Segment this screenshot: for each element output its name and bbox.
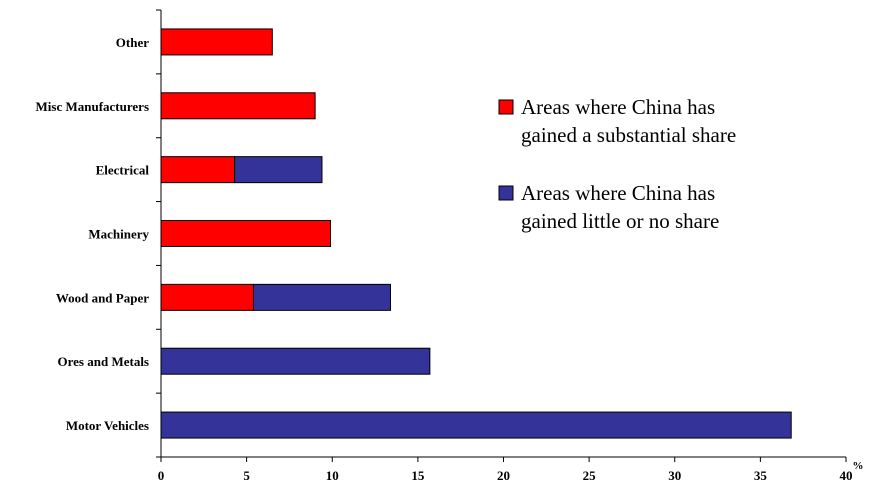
bars-group: [160, 28, 792, 439]
legend-label-1-line-1: Areas where China has: [521, 95, 715, 119]
x-axis-ticks: [160, 457, 847, 462]
x-tick-label-10: 10: [326, 468, 339, 483]
legend-swatch-1: [498, 99, 514, 115]
x-tick-label-40: 40: [840, 468, 853, 483]
legend-label-2-line-1: Areas where China has: [521, 181, 715, 205]
bar-motor-vehicles-series-2: [160, 411, 792, 439]
bar-ores-and-metals-series-2: [160, 347, 431, 375]
bar-wood-and-paper-series-1: [160, 283, 254, 311]
legend-label-1-line-2: gained a substantial share: [521, 123, 736, 147]
legend: Areas where China has gained a substantia…: [498, 95, 736, 233]
y-axis-ticks: [156, 9, 161, 458]
category-labels: Other Misc Manufacturers Electrical Machine…: [36, 35, 150, 433]
category-label-other: Other: [116, 35, 149, 50]
x-unit-label: %: [853, 460, 864, 472]
x-tick-label-5: 5: [243, 468, 250, 483]
category-label-misc-manufacturers: Misc Manufacturers: [36, 99, 149, 114]
bar-other-series-1: [160, 28, 273, 56]
bar-electrical-series-1: [160, 156, 236, 184]
x-tick-label-25: 25: [583, 468, 597, 483]
bar-machinery-series-1: [160, 220, 332, 247]
category-label-electrical: Electrical: [96, 163, 150, 178]
legend-label-2-line-2: gained little or no share: [521, 209, 719, 233]
x-tick-label-0: 0: [158, 468, 165, 483]
x-tick-label-35: 35: [754, 468, 768, 483]
x-tick-label-20: 20: [497, 468, 510, 483]
category-label-motor-vehicles: Motor Vehicles: [66, 418, 149, 433]
bar-wood-and-paper-series-2: [252, 283, 391, 311]
x-tick-labels: 0 5 10 15 20 25 30 35 40: [158, 468, 853, 483]
bar-misc-manufacturers-series-1: [160, 92, 316, 120]
x-tick-label-30: 30: [668, 468, 681, 483]
bar-electrical-series-2: [234, 156, 323, 184]
category-label-ores-and-metals: Ores and Metals: [58, 354, 149, 369]
category-label-machinery: Machinery: [88, 227, 149, 242]
x-tick-label-15: 15: [411, 468, 425, 483]
category-label-wood-and-paper: Wood and Paper: [56, 290, 149, 305]
legend-swatch-2: [498, 185, 514, 201]
